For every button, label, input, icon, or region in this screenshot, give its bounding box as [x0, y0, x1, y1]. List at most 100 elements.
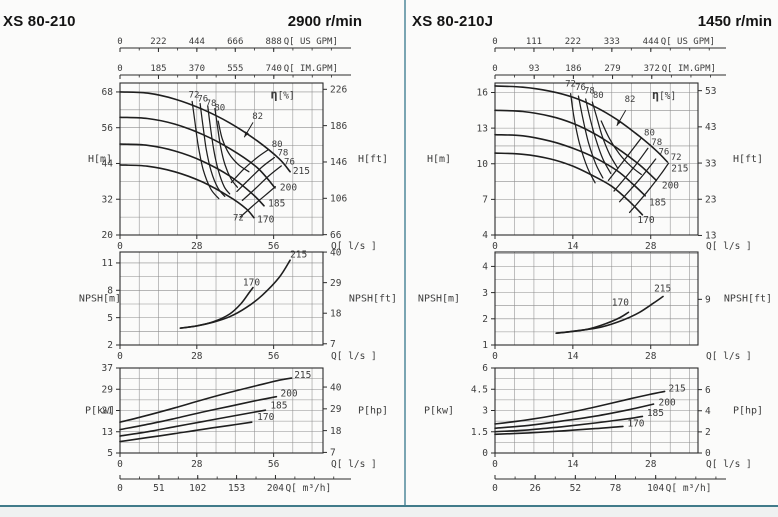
y-tick-label: 16	[477, 88, 489, 99]
flow-tick-label: 279	[604, 64, 620, 74]
curve-label-215: 215	[671, 163, 688, 174]
efficiency-unit-label: η[%]	[652, 88, 676, 102]
flow-axis-unit: Q[ IM.GPM]	[284, 64, 338, 74]
efficiency-label-78: 78	[206, 99, 217, 109]
y-tick-label: 5	[107, 313, 113, 324]
x-axis-unit: Q[ l/s ]	[331, 459, 377, 470]
y-axis-label: NPSH[m]	[79, 294, 121, 305]
pump-panel-left: XS 80-210 2900 r/min 0 222 444 666 888 Q[ US …	[3, 13, 397, 494]
y2-tick-label: 13	[705, 231, 716, 242]
y-tick-label: 21	[102, 406, 114, 417]
y-tick-label: 2	[107, 340, 113, 351]
efficiency-label-80: 80	[593, 91, 604, 101]
curve-label-185: 185	[270, 400, 287, 411]
efficiency-label-78: 78	[651, 138, 662, 148]
curve-label-170: 170	[243, 278, 260, 289]
flow-tick-label: 0	[117, 37, 122, 47]
efficiency-label-72: 72	[565, 80, 576, 90]
x-tick-label: 0	[492, 351, 498, 362]
y-tick-label: 3	[482, 406, 488, 417]
flow-axis-unit: Q[ US GPM]	[284, 37, 338, 47]
flow-tick-label: 204	[267, 483, 284, 494]
top-axis-usgpm: 0 111 222 333 444 Q[ US GPM]	[492, 37, 726, 52]
y2-axis-label: NPSH[ft]	[349, 294, 397, 305]
efficiency-label-80: 80	[644, 128, 655, 138]
top-axis-imgpm: 0 185 370 555 740 Q[ IM.GPM]	[117, 64, 351, 79]
flow-tick-label: 666	[227, 37, 243, 47]
y-tick-label: 3	[482, 288, 488, 299]
x-tick-label: 0	[117, 351, 123, 362]
pump-speed-label: 1450 r/min	[697, 13, 772, 30]
efficiency-line-82	[600, 120, 642, 176]
curve-label-170: 170	[257, 412, 274, 423]
npsh-curve-170	[179, 286, 254, 329]
head-chart: 20 32 44 56 68 66 106 146 186 226 0 28 56 Q[ l/s ] H[m…	[88, 82, 388, 252]
curve-label-185: 185	[647, 408, 664, 419]
y2-axis-label: P[hp]	[358, 406, 388, 417]
curve-label-215: 215	[294, 370, 311, 381]
flow-tick-label: 740	[266, 64, 282, 74]
pump-panel-right: XS 80-210J 1450 r/min 0 111 222 333 444 Q[ US…	[407, 0, 778, 505]
efficiency-line-76	[199, 102, 226, 197]
y2-tick-label: 186	[330, 121, 347, 132]
efficiency-line-78	[207, 105, 231, 195]
pump-curves-svg-left: 0 222 444 666 888 Q[ US GPM]0 185 370 555 740 Q[ I…	[79, 37, 397, 494]
y2-tick-label: 4	[705, 406, 711, 417]
power-curve-185	[494, 415, 644, 433]
y2-tick-label: 29	[330, 278, 342, 289]
head-chart: 4 7 10 13 16 13 23 33 43 53 0 14 28 Q[ l/s ] H[m] H[ft]…	[427, 80, 763, 252]
x-tick-label: 0	[117, 459, 123, 470]
power-curve-170	[119, 421, 253, 443]
power-curve-170	[494, 425, 624, 436]
flow-tick-label: 0	[492, 64, 497, 74]
flow-tick-label: 52	[570, 483, 581, 494]
pump-curves-svg-right: 0 111 222 333 444 Q[ US GPM]0 93 186 279 372 Q[ IM…	[418, 37, 772, 494]
x-axis-unit: Q[ l/s ]	[706, 241, 752, 252]
power-curve-200	[494, 403, 655, 430]
y-tick-label: 56	[102, 123, 114, 134]
head-curve-170	[119, 164, 255, 219]
y-tick-label: 29	[102, 384, 114, 395]
y2-tick-label: 43	[705, 122, 716, 133]
flow-tick-label: 0	[492, 483, 498, 494]
head-curve-185	[494, 133, 646, 197]
y-tick-label: 44	[102, 159, 114, 170]
flow-tick-label: 222	[150, 37, 166, 47]
curve-label-215: 215	[669, 383, 686, 394]
y2-tick-label: 40	[330, 247, 342, 258]
flow-tick-label: 51	[153, 483, 165, 494]
curve-label-170: 170	[612, 298, 629, 309]
efficiency-line-72	[628, 162, 670, 214]
power-curve-215	[494, 390, 666, 425]
y2-tick-label: 146	[330, 157, 347, 168]
pump-speed-label: 2900 r/min	[287, 13, 362, 30]
pump-model-title: XS 80-210J	[412, 13, 494, 30]
y2-tick-label: 29	[330, 404, 342, 415]
y-tick-label: 8	[107, 285, 113, 296]
flow-tick-label: 555	[227, 64, 243, 74]
efficiency-label-76: 76	[284, 158, 295, 168]
y2-tick-label: 7	[330, 448, 336, 459]
y2-tick-label: 40	[330, 382, 342, 393]
npsh-curve-170	[555, 311, 630, 335]
y2-tick-label: 33	[705, 158, 716, 169]
y2-axis-label: H[ft]	[358, 154, 388, 165]
efficiency-line-82	[217, 120, 250, 173]
x-tick-label: 14	[567, 241, 579, 252]
efficiency-label-78: 78	[277, 149, 288, 159]
curve-label-185: 185	[268, 199, 285, 210]
head-curve-200	[494, 109, 658, 182]
bottom-axis-m3h: 0 26 52 78 104 Q[ m³/h]	[492, 475, 726, 494]
grid	[495, 252, 698, 345]
power-curve-215	[119, 377, 293, 423]
y-tick-label: 37	[102, 363, 113, 374]
y-tick-label: 32	[102, 194, 113, 205]
curve-label-185: 185	[649, 197, 666, 208]
efficiency-label-72: 72	[233, 214, 244, 224]
curve-label-215: 215	[293, 166, 310, 177]
power-chart: 5 13 21 29 37 7 18 29 40 0 28 56 Q[ l/s ] P[kw] P[hp] 0…	[85, 363, 388, 494]
x-axis-unit: Q[ l/s ]	[331, 241, 377, 252]
head-curve-185	[119, 143, 265, 207]
y-tick-label: 4	[482, 230, 488, 241]
efficiency-line-76	[618, 158, 657, 203]
